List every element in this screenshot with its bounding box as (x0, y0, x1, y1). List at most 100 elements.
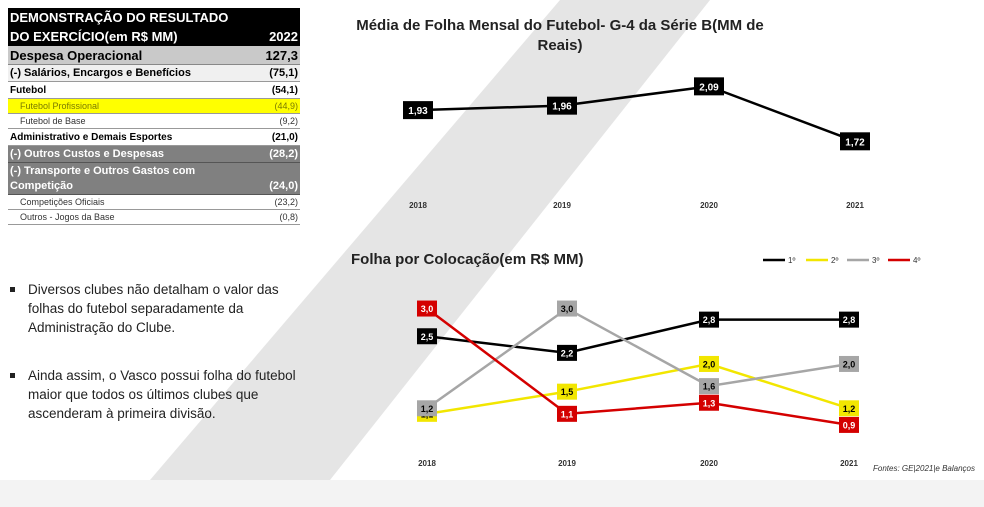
table-row-label: Despesa Operacional (8, 46, 240, 65)
bullet-marker-icon (10, 287, 15, 292)
table-row-label: Futebol Profissional (8, 98, 240, 114)
x-tick-label: 2021 (840, 459, 858, 468)
data-label: 2,2 (561, 348, 574, 358)
table-row: (-) Outros Custos e Despesas (28,2) (8, 145, 300, 163)
data-label-box (839, 400, 859, 417)
series-line-4 (426, 307, 850, 427)
table-row: Futebol Profissional (44,9) (8, 98, 300, 114)
data-label-box (699, 355, 719, 372)
data-point: 1,96 (547, 96, 577, 115)
table-row-value: (28,2) (240, 145, 300, 163)
data-label: 2,8 (703, 315, 716, 325)
legend-item: 4º (888, 256, 920, 265)
data-point: 0,9 (839, 416, 859, 433)
data-label-box (557, 405, 577, 422)
bullet-point-2: Ainda assim, o Vasco possui folha do fut… (10, 366, 300, 423)
chart1-title-line2: Reais) (537, 37, 583, 54)
table-row-value: (0,8) (240, 209, 300, 225)
bullet-marker-icon (10, 373, 15, 378)
data-label-box (417, 328, 437, 345)
data-label: 3,0 (561, 304, 574, 314)
x-tick-label: 2018 (418, 459, 436, 468)
legend-item: 3º (847, 256, 879, 265)
table-row-label: Futebol (8, 81, 240, 99)
table-row-value: (54,1) (240, 81, 300, 99)
data-point: 3,0 (417, 300, 437, 317)
data-label-box (547, 96, 577, 115)
data-point: 1,93 (403, 101, 433, 120)
data-label: 1,96 (552, 102, 572, 113)
table-row: Competições Oficiais (23,2) (8, 194, 300, 210)
table-row-label: (-) Transporte e Outros Gastos com (8, 162, 240, 178)
data-label: 1,72 (845, 137, 865, 148)
table-row-label: Futebol de Base (8, 113, 240, 129)
data-label: 2,8 (843, 315, 856, 325)
data-label-box (557, 300, 577, 317)
table-row-label: Competição (8, 178, 240, 195)
table-row-value: 127,3 (240, 46, 300, 65)
chart2-title: Folha por Colocação(em R$ MM) (351, 251, 584, 268)
data-label: 1,2 (843, 404, 856, 414)
data-label-box (417, 300, 437, 317)
data-label-box (699, 311, 719, 328)
table-header-row-1: DEMONSTRAÇÃO DO RESULTADO (8, 8, 300, 27)
x-tick-label: 2021 (846, 201, 864, 210)
data-point: 1,3 (699, 394, 719, 411)
table-row-value: (75,1) (240, 64, 300, 82)
data-label-box (839, 355, 859, 372)
data-point: 1,5 (557, 383, 577, 400)
table-row-value: (9,2) (240, 113, 300, 129)
bullet-point-1: Diversos clubes não detalham o valor das… (10, 280, 300, 337)
table-header-row-2: DO EXERCÍCIO(em R$ MM) 2022 (8, 27, 300, 46)
data-label-box (699, 378, 719, 395)
source-note: Fontes: GE|2021|e Balanços (873, 464, 975, 473)
data-label-box (839, 311, 859, 328)
chart1-title-line1: Média de Folha Mensal do Futebol- G-4 da… (356, 17, 764, 34)
x-tick-label: 2019 (553, 201, 571, 210)
data-point: 2,0 (839, 355, 859, 372)
data-label-box (557, 344, 577, 361)
chart1-title: Média de Folha Mensal do Futebol- G-4 da… (330, 16, 790, 56)
table-row: Despesa Operacional 127,3 (8, 46, 300, 65)
table-row-label: (-) Salários, Encargos e Benefícios (8, 64, 240, 82)
data-label-box (699, 394, 719, 411)
footer-band (0, 480, 984, 507)
data-point: 1,6 (699, 378, 719, 395)
table-row-label: Competições Oficiais (8, 194, 240, 210)
table-row-value: (23,2) (240, 194, 300, 210)
data-label: 1,3 (703, 398, 716, 408)
data-point: 1,2 (417, 400, 437, 417)
legend-label: 2º (831, 256, 838, 265)
legend-item: 1º (763, 256, 795, 265)
table-row-label: (-) Outros Custos e Despesas (8, 145, 240, 163)
x-tick-label: 2018 (409, 201, 427, 210)
data-label-box (839, 416, 859, 433)
data-label: 2,5 (421, 332, 434, 342)
legend-label: 1º (788, 256, 795, 265)
data-point: 2,2 (557, 344, 577, 361)
data-label-box (694, 77, 724, 96)
table-row: Futebol de Base (9,2) (8, 113, 300, 129)
legend-label: 3º (872, 256, 879, 265)
data-label: 1,6 (703, 382, 716, 392)
data-point: 2,8 (839, 311, 859, 328)
income-statement-table: DEMONSTRAÇÃO DO RESULTADO DO EXERCÍCIO(e… (8, 8, 300, 225)
table-header-title-1: DEMONSTRAÇÃO DO RESULTADO (8, 8, 240, 27)
x-tick-label: 2020 (700, 201, 718, 210)
x-tick-label: 2020 (700, 459, 718, 468)
table-header-title-2: DO EXERCÍCIO(em R$ MM) (8, 27, 240, 46)
table-header-year: 2022 (240, 27, 300, 46)
table-row-value: (44,9) (240, 98, 300, 114)
data-label: 2,0 (843, 359, 856, 369)
legend-item: 2º (806, 256, 838, 265)
data-label: 2,09 (699, 82, 719, 93)
data-label-box (417, 400, 437, 417)
table-row-value (240, 162, 300, 178)
data-point: 3,0 (557, 300, 577, 317)
series-line-average (417, 85, 856, 143)
table-row-value: (24,0) (240, 178, 300, 195)
table-row: Administrativo e Demais Esportes (21,0) (8, 128, 300, 146)
